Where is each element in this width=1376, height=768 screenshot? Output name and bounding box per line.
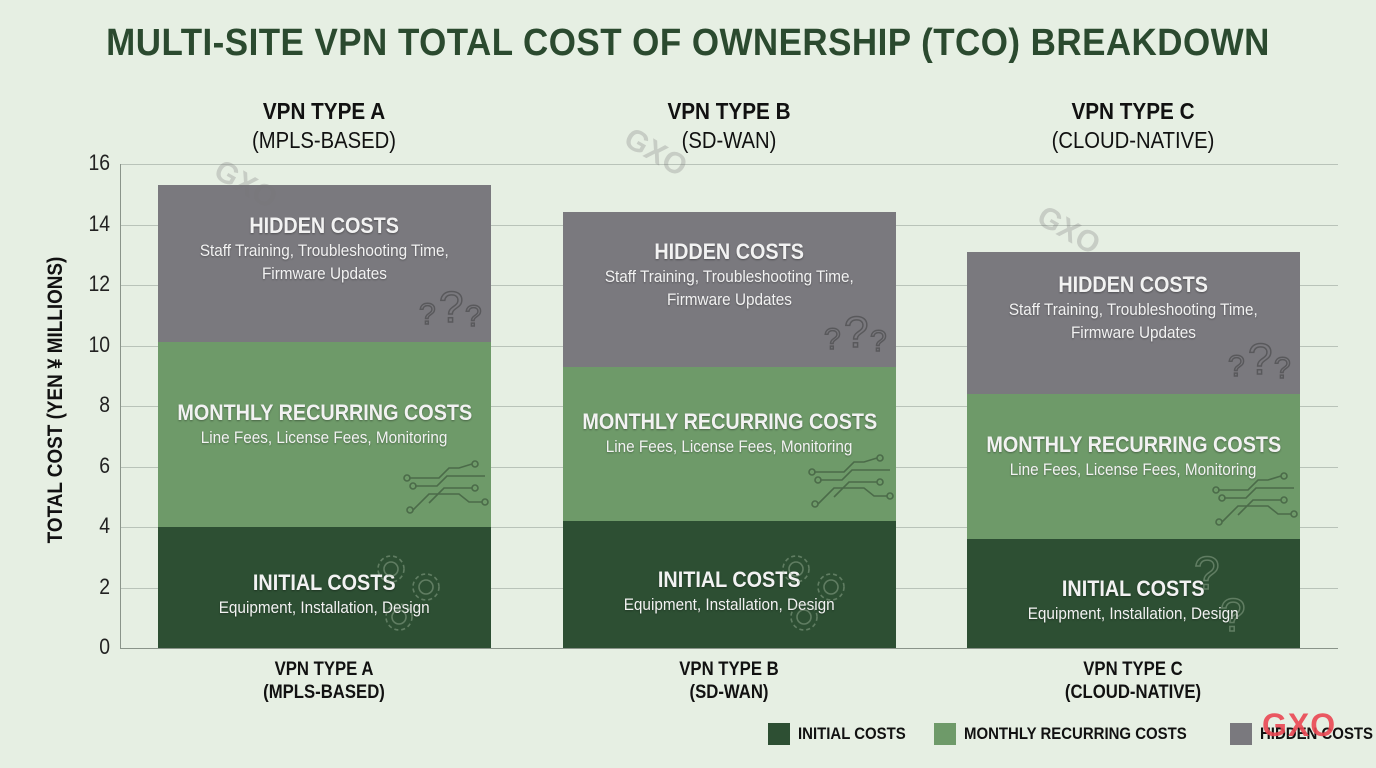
y-tick-label: 16 [88, 150, 110, 175]
legend-swatch [768, 723, 790, 745]
bar-segment-hidden: HIDDEN COSTS Staff Training, Troubleshoot… [967, 251, 1300, 394]
legend-label: INITIAL COSTS [798, 724, 906, 743]
watermark-logo: GXO [1262, 707, 1337, 743]
gears-icon [371, 549, 451, 644]
column-name: VPN TYPE B [667, 98, 791, 124]
y-tick-label: 8 [99, 392, 110, 417]
column-subtitle: (SD-WAN) [681, 127, 777, 153]
segment-title: INITIAL COSTS [253, 570, 396, 595]
legend-swatch [1229, 723, 1252, 745]
segment-title: INITIAL COSTS [1062, 576, 1205, 602]
stacked-bar-a: HIDDEN COSTS Staff Training, Troubleshoot… [158, 185, 491, 648]
bar-segment-initial: INITIAL COSTS Equipment, Installation, De… [967, 539, 1300, 648]
column-name: VPN TYPE C [1071, 98, 1195, 124]
svg-text:?: ? [465, 300, 482, 331]
x-label-subtitle: (MPLS-BASED) [263, 682, 385, 703]
column-name: VPN TYPE A [262, 98, 386, 124]
stacked-bar-c: HIDDEN COSTS Staff Training, Troubleshoot… [967, 251, 1300, 648]
circuit-icon [1208, 470, 1298, 535]
legend-label: HIDDEN COSTS [1259, 724, 1373, 743]
stacked-bar-b: HIDDEN COSTS Staff Training, Troubleshoot… [563, 212, 896, 648]
segment-title: MONTHLY RECURRING COSTS [986, 432, 1281, 458]
segment-description: Equipment, Installation, Design [624, 594, 835, 614]
bar-segment-initial: INITIAL COSTS Equipment, Installation, De… [563, 520, 896, 648]
x-label-a: VPN TYPE A (MPLS-BASED) [178, 658, 470, 704]
legend-item-initial: INITIAL COSTS [768, 723, 920, 745]
segment-description: Line Fees, License Fees, Monitoring [1010, 460, 1257, 480]
segment-title: HIDDEN COSTS [1058, 271, 1209, 297]
y-tick-label: 4 [99, 513, 110, 538]
gridline [120, 164, 1338, 165]
column-subtitle: (CLOUD-NATIVE) [1051, 127, 1215, 153]
x-label-subtitle: (SD-WAN) [689, 682, 769, 703]
svg-text:?: ? [419, 298, 436, 331]
column-subtitle: (MPLS-BASED) [252, 127, 396, 153]
svg-text:?: ? [1220, 589, 1246, 639]
segment-description: Firmware Updates [667, 289, 792, 309]
question-marks-icon: ??? [417, 276, 487, 336]
bar-segment-monthly: MONTHLY RECURRING COSTS Line Fees, Licens… [563, 366, 896, 521]
svg-text:?: ? [1248, 335, 1272, 383]
y-axis-line [120, 164, 121, 649]
question-marks-icon: ?? [1190, 546, 1260, 644]
segment-description: Equipment, Installation, Design [219, 598, 430, 617]
bar-segment-hidden: HIDDEN COSTS Staff Training, Troubleshoot… [563, 212, 896, 367]
segment-title: HIDDEN COSTS [249, 212, 400, 238]
column-header-a: VPN TYPE A (MPLS-BASED) [158, 98, 490, 154]
legend-label: MONTHLY RECURRING COSTS [964, 724, 1188, 743]
segment-title: MONTHLY RECURRING COSTS [582, 409, 877, 435]
circuit-icon [804, 452, 894, 517]
svg-text:?: ? [439, 283, 463, 331]
segment-title: INITIAL COSTS [658, 566, 801, 592]
svg-text:?: ? [1274, 352, 1291, 383]
chart-title: MULTI-SITE VPN TOTAL COST OF OWNERSHIP (… [106, 22, 1270, 64]
legend-swatch [934, 723, 957, 745]
bar-segment-hidden: HIDDEN COSTS Staff Training, Troubleshoot… [158, 185, 491, 343]
svg-text:?: ? [824, 323, 841, 356]
legend: INITIAL COSTS MONTHLY RECURRING COSTS HI… [768, 723, 1376, 745]
segment-title: HIDDEN COSTS [654, 238, 805, 264]
y-tick-label: 2 [99, 573, 110, 599]
circuit-icon [399, 458, 489, 523]
y-tick-label: 10 [88, 331, 110, 357]
column-header-b: VPN TYPE B (SD-WAN) [563, 98, 895, 154]
gears-icon [776, 549, 856, 644]
segment-description: Line Fees, License Fees, Monitoring [201, 428, 448, 448]
question-marks-icon: ??? [1226, 328, 1296, 388]
svg-text:?: ? [844, 308, 868, 356]
segment-description: Staff Training, Troubleshooting Time, [200, 240, 449, 260]
segment-description: Line Fees, License Fees, Monitoring [606, 437, 853, 457]
x-label-c: VPN TYPE C (CLOUD-NATIVE) [987, 658, 1279, 704]
x-axis-line [120, 648, 1338, 649]
x-label-name: VPN TYPE C [1083, 659, 1183, 680]
y-tick-label: 0 [99, 634, 110, 659]
legend-item-monthly: MONTHLY RECURRING COSTS [934, 723, 1217, 745]
segment-description: Staff Training, Troubleshooting Time, [605, 266, 854, 286]
bar-segment-initial: INITIAL COSTS Equipment, Installation, De… [158, 527, 491, 648]
segment-description: Firmware Updates [262, 263, 387, 283]
x-label-name: VPN TYPE A [274, 659, 374, 680]
y-axis-label: TOTAL COST (YEN ¥ MILLIONS) [44, 256, 67, 544]
segment-description: Firmware Updates [1071, 322, 1196, 342]
segment-description: Staff Training, Troubleshooting Time, [1009, 299, 1258, 319]
svg-text:?: ? [1194, 549, 1220, 599]
y-tick-label: 14 [88, 210, 110, 236]
svg-text:?: ? [1228, 350, 1245, 383]
legend-item-hidden: HIDDEN COSTS [1229, 723, 1376, 745]
x-label-name: VPN TYPE B [679, 659, 779, 680]
question-marks-icon: ??? [822, 301, 892, 361]
bar-segment-monthly: MONTHLY RECURRING COSTS Line Fees, Licens… [967, 393, 1300, 540]
plot-area: HIDDEN COSTS Staff Training, Troubleshoot… [120, 164, 1338, 648]
segment-title: MONTHLY RECURRING COSTS [177, 400, 472, 426]
column-header-c: VPN TYPE C (CLOUD-NATIVE) [967, 98, 1299, 154]
bar-segment-monthly: MONTHLY RECURRING COSTS Line Fees, Licens… [158, 342, 491, 527]
y-tick-label: 6 [99, 452, 110, 478]
x-label-subtitle: (CLOUD-NATIVE) [1064, 682, 1202, 703]
svg-text:?: ? [870, 325, 887, 356]
x-label-b: VPN TYPE B (SD-WAN) [583, 658, 875, 704]
segment-description: Equipment, Installation, Design [1028, 604, 1239, 624]
y-tick-label: 12 [88, 271, 110, 296]
